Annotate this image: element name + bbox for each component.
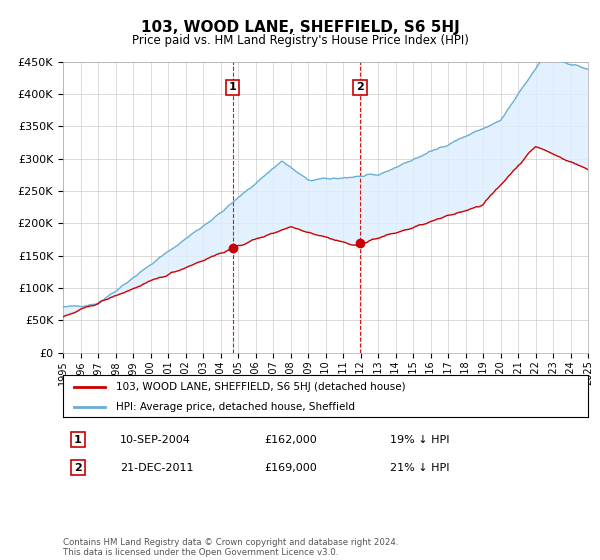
Text: Contains HM Land Registry data © Crown copyright and database right 2024.
This d: Contains HM Land Registry data © Crown c… xyxy=(63,538,398,557)
Text: 103, WOOD LANE, SHEFFIELD, S6 5HJ (detached house): 103, WOOD LANE, SHEFFIELD, S6 5HJ (detac… xyxy=(115,382,405,392)
Text: HPI: Average price, detached house, Sheffield: HPI: Average price, detached house, Shef… xyxy=(115,402,355,412)
Text: 21-DEC-2011: 21-DEC-2011 xyxy=(120,463,193,473)
Text: 10-SEP-2004: 10-SEP-2004 xyxy=(120,435,191,445)
Text: 2: 2 xyxy=(356,82,364,92)
Text: 21% ↓ HPI: 21% ↓ HPI xyxy=(390,463,449,473)
Text: 1: 1 xyxy=(74,435,82,445)
Text: 103, WOOD LANE, SHEFFIELD, S6 5HJ: 103, WOOD LANE, SHEFFIELD, S6 5HJ xyxy=(140,20,460,35)
Text: 2: 2 xyxy=(74,463,82,473)
Text: £162,000: £162,000 xyxy=(264,435,317,445)
Text: 19% ↓ HPI: 19% ↓ HPI xyxy=(390,435,449,445)
Text: 1: 1 xyxy=(229,82,236,92)
Text: Price paid vs. HM Land Registry's House Price Index (HPI): Price paid vs. HM Land Registry's House … xyxy=(131,34,469,46)
Text: £169,000: £169,000 xyxy=(264,463,317,473)
